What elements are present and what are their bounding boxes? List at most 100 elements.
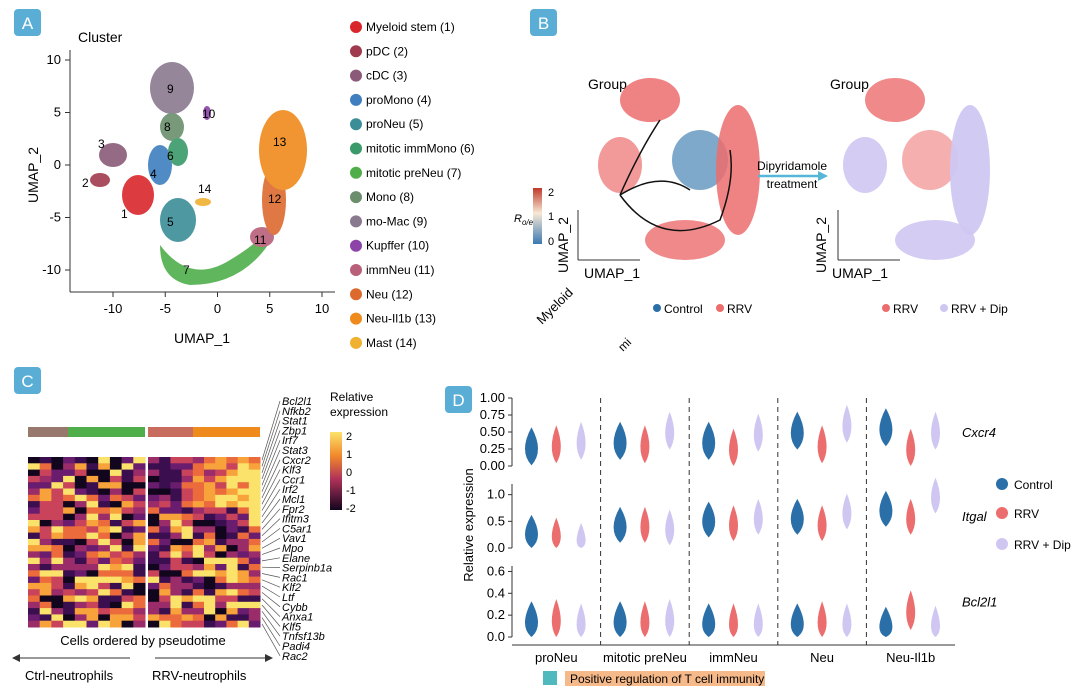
heatmap-cell	[237, 532, 250, 540]
heatmap-cell	[215, 564, 227, 571]
heatmap-cell	[181, 513, 194, 521]
cluster-num-2: 2	[82, 176, 89, 190]
a-legend-dot	[350, 166, 362, 179]
c-gene-label: Padi4	[282, 641, 310, 653]
heatmap-cell	[28, 576, 41, 584]
heatmap-cell	[148, 482, 160, 489]
heatmap-cell	[133, 475, 146, 483]
d-violin	[790, 498, 804, 535]
heatmap-cell	[86, 557, 99, 565]
b-left-ylabel: UMAP_2	[555, 217, 571, 273]
heatmap-cell	[39, 576, 52, 584]
heatmap-cell	[39, 595, 52, 603]
heatmap-cell	[248, 513, 261, 521]
heatmap-cell	[28, 545, 41, 552]
heatmap-cell	[226, 576, 239, 584]
cluster-9-blob	[150, 62, 194, 114]
heatmap-cell	[28, 494, 41, 502]
c-gene-label: Klf2	[282, 582, 301, 594]
heatmap-cell	[148, 494, 160, 502]
a-legend-label: immNeu (11)	[366, 263, 434, 277]
b-legend-rrv-dot	[716, 304, 724, 312]
heatmap-cell	[109, 576, 123, 584]
a-legend-dot	[350, 239, 362, 252]
c-arrow-left-head	[12, 654, 20, 662]
heatmap-cell	[215, 482, 227, 489]
heatmap-cell	[109, 589, 123, 596]
heatmap-cell	[192, 601, 205, 609]
heatmap-cell	[28, 614, 41, 622]
d-ytick-label: 0.5	[487, 513, 505, 528]
heatmap-cell	[74, 520, 87, 527]
panel-d: D Relative expression 1.00 0.75 0.50 0.25 0.…	[445, 386, 1071, 686]
heatmap-cell	[51, 532, 64, 540]
b-legend-control-dot	[653, 304, 661, 312]
heatmap-cell	[170, 582, 183, 590]
d-violin	[729, 603, 738, 637]
c-anno-bar-right	[148, 427, 260, 437]
heatmap-cell	[86, 551, 99, 559]
heatmap-cell	[237, 589, 250, 596]
c-gene-label: Bcl2l1	[282, 396, 312, 408]
heatmap-cell	[204, 589, 216, 596]
heatmap-cell	[51, 463, 64, 471]
heatmap-cell	[39, 601, 52, 609]
heatmap-cell	[170, 507, 183, 515]
cb-tick-1: 1	[548, 211, 554, 223]
a-legend-dot	[350, 191, 362, 204]
d-violin-plot: 1.00 0.75 0.50 0.25 0.00 Cxcr4 1.0 0.5 0.0 Itgal 0…	[480, 390, 998, 665]
d-gene-label: Itgal	[962, 509, 988, 524]
heatmap-cell	[159, 595, 171, 603]
d-ytick-label: 0.75	[480, 407, 505, 422]
c-gene-link	[261, 459, 281, 499]
c-gene-label: Zbp1	[281, 425, 307, 437]
heatmap-cell	[63, 475, 76, 483]
heatmap-cell	[226, 570, 239, 578]
heatmap-cell	[226, 494, 239, 502]
heatmap-cell	[28, 507, 41, 515]
d-violin	[665, 599, 675, 637]
heatmap-cell	[226, 545, 239, 552]
heatmap-cell	[192, 520, 205, 527]
heatmap-cell	[148, 501, 160, 508]
panel-a-cluster-numbers: 9 8 10 3 2 1 4 6 5 7 14 12 13 11	[82, 82, 287, 277]
c-arrow-right-head	[265, 654, 273, 662]
heatmap-cell	[181, 457, 194, 464]
heatmap-cell	[39, 488, 52, 496]
heatmap-cell	[226, 463, 239, 471]
heatmap-cell	[237, 463, 250, 471]
a-xtick-label: 5	[266, 301, 273, 316]
heatmap-cell	[121, 564, 134, 571]
heatmap-cell	[63, 608, 76, 615]
a-legend-dot	[350, 45, 362, 58]
cluster-num-9: 9	[167, 82, 174, 96]
heatmap-cell	[109, 532, 123, 540]
heatmap-cell	[148, 576, 160, 584]
heatmap-cell	[121, 507, 134, 515]
heatmap-cell	[133, 457, 146, 464]
heatmap-cell	[51, 614, 64, 622]
heatmap-cell	[237, 520, 250, 527]
heatmap-cell	[204, 570, 216, 578]
heatmap-cell	[133, 570, 146, 578]
heatmap-cell	[204, 488, 216, 496]
heatmap-cell	[74, 494, 87, 502]
heatmap-cell	[98, 532, 111, 540]
a-legend-label: Kupffer (10)	[366, 239, 429, 253]
a-legend-dot	[350, 288, 362, 301]
heatmap-cell	[248, 463, 261, 471]
d-stray-text: Positive regulation of T cell immunity	[570, 672, 764, 686]
heatmap-cell	[181, 564, 194, 571]
panel-a-ylabel: UMAP_2	[25, 147, 41, 203]
d-violin	[817, 505, 827, 542]
c-gene-link	[261, 498, 281, 524]
heatmap-cell	[109, 595, 123, 603]
heatmap-cell	[74, 601, 87, 609]
heatmap-cell	[121, 488, 134, 496]
heatmap-cell	[215, 570, 227, 578]
heatmap-cell	[39, 513, 52, 521]
heatmap-cell	[86, 614, 99, 622]
d-violin	[613, 421, 627, 460]
heatmap-cell	[39, 564, 52, 571]
heatmap-cell	[28, 608, 41, 615]
